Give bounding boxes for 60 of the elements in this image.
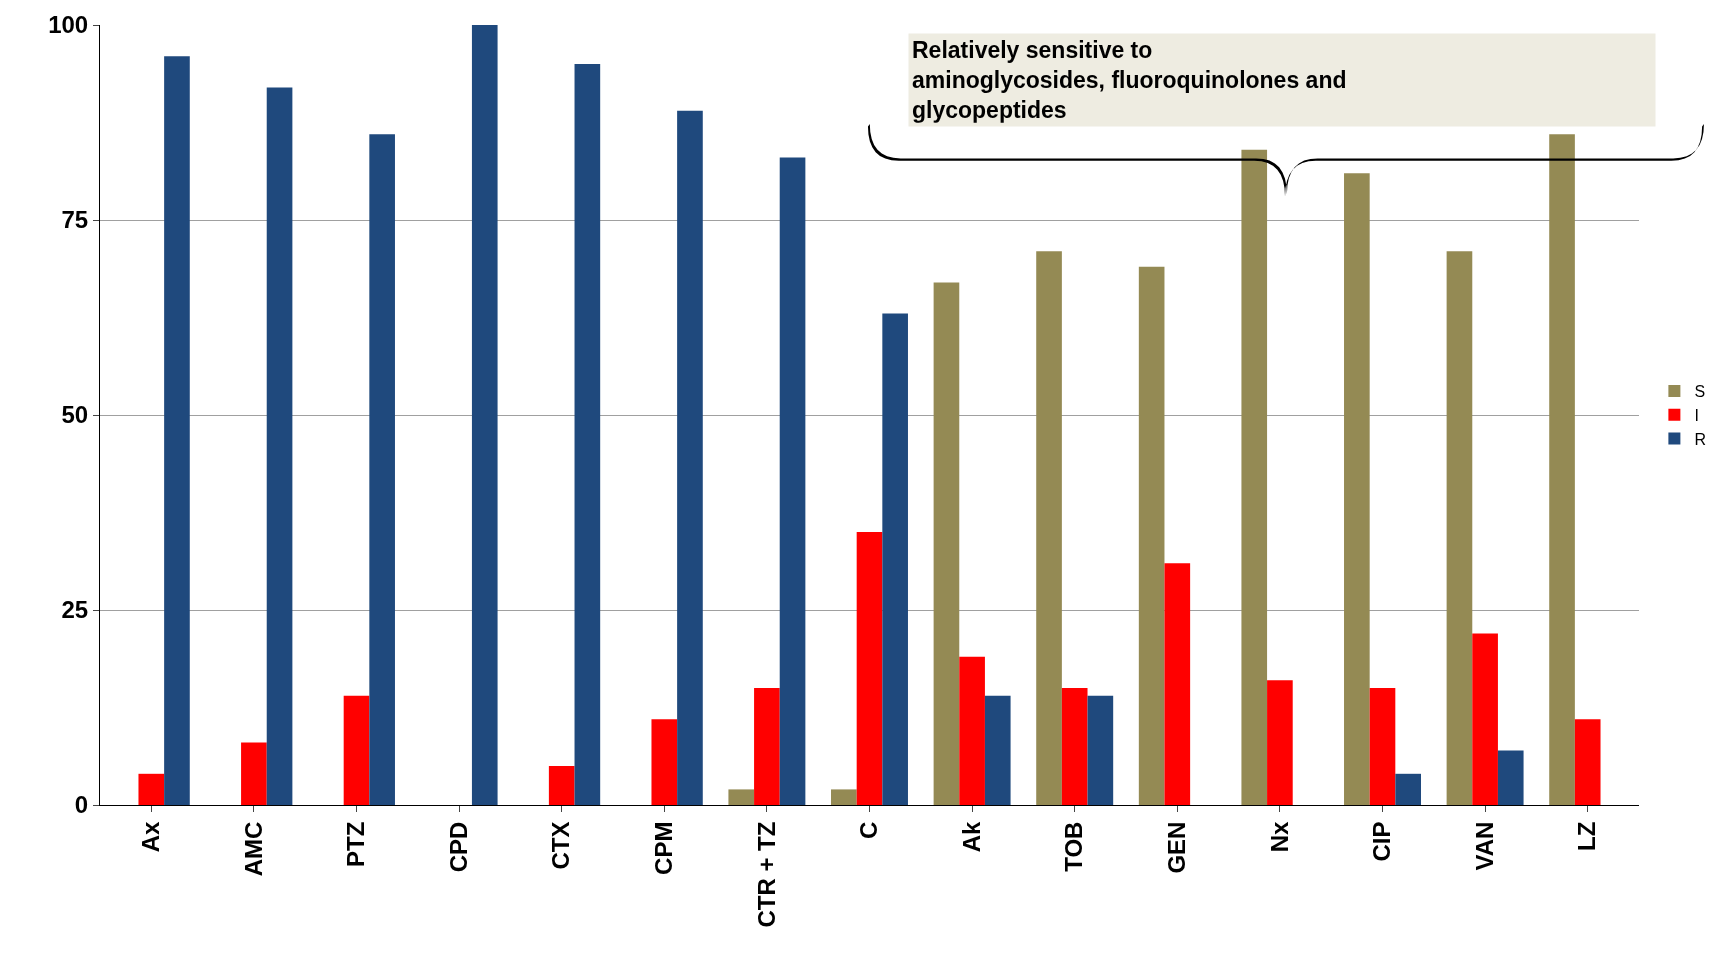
x-tick-label: CTR + TZ xyxy=(752,821,780,928)
bar xyxy=(1472,633,1498,805)
x-tick-label: LZ xyxy=(1573,821,1601,851)
bar xyxy=(779,157,806,805)
bar xyxy=(1574,719,1601,805)
bar xyxy=(471,25,498,805)
x-tick-label: CTX xyxy=(547,821,575,870)
x-tick-label: Ak xyxy=(957,820,985,853)
bar xyxy=(1369,688,1396,805)
bar xyxy=(1446,251,1473,805)
picture-note-box: Relatively sensitive to aminoglycosides, fluoroquinolones and glycopeptides xyxy=(908,33,1656,127)
bar xyxy=(1267,680,1293,805)
bar xyxy=(1497,750,1524,805)
bar xyxy=(651,719,678,805)
legend-label: I xyxy=(1694,406,1699,424)
x-tick-label: TOB xyxy=(1060,821,1088,872)
bar xyxy=(959,656,985,805)
x-tick-label: VAN xyxy=(1470,821,1498,871)
bar xyxy=(369,134,395,805)
bar xyxy=(241,742,267,805)
y-tick-label: 100 xyxy=(48,11,89,39)
bar xyxy=(548,766,575,805)
bar xyxy=(754,688,780,805)
y-tick-label: 0 xyxy=(74,791,89,819)
bar xyxy=(1395,773,1421,805)
bar xyxy=(138,773,165,805)
y-tick-label: 75 xyxy=(61,206,89,234)
bar xyxy=(1344,173,1370,805)
legend-label: S xyxy=(1694,383,1706,401)
bar xyxy=(831,789,857,805)
x-tick-label: C xyxy=(855,821,883,839)
x-tick-label: CIP xyxy=(1368,821,1396,862)
bar xyxy=(856,532,883,805)
bar xyxy=(882,313,908,805)
bar xyxy=(1549,134,1575,805)
x-tick-label: CPD xyxy=(444,821,472,873)
annotation: Relatively sensitive to aminoglycosides, fluoroquinolones and glycopeptides xyxy=(912,37,1347,123)
x-tick-label: AMC xyxy=(239,821,267,877)
bar xyxy=(677,110,703,805)
bar xyxy=(1164,563,1191,805)
x-tick-label: Ax xyxy=(137,820,165,853)
y-tick-label: 25 xyxy=(61,596,89,624)
bar xyxy=(1036,251,1062,805)
bar xyxy=(1241,149,1268,805)
bar xyxy=(574,64,601,805)
x-tick-label: Nx xyxy=(1265,820,1293,853)
bar xyxy=(933,282,960,805)
x-tick-label: CPM xyxy=(650,821,678,875)
bar xyxy=(1087,695,1114,805)
bar xyxy=(1061,688,1088,805)
bar xyxy=(266,87,293,805)
bar xyxy=(728,789,755,805)
bar xyxy=(984,695,1011,805)
x-tick-label: PTZ xyxy=(342,821,370,867)
bar xyxy=(1138,266,1165,805)
x-tick-label: GEN xyxy=(1163,821,1191,874)
bar xyxy=(343,695,370,805)
bar xyxy=(164,56,190,805)
y-tick-label: 50 xyxy=(61,401,89,429)
legend-label: R xyxy=(1694,430,1706,448)
